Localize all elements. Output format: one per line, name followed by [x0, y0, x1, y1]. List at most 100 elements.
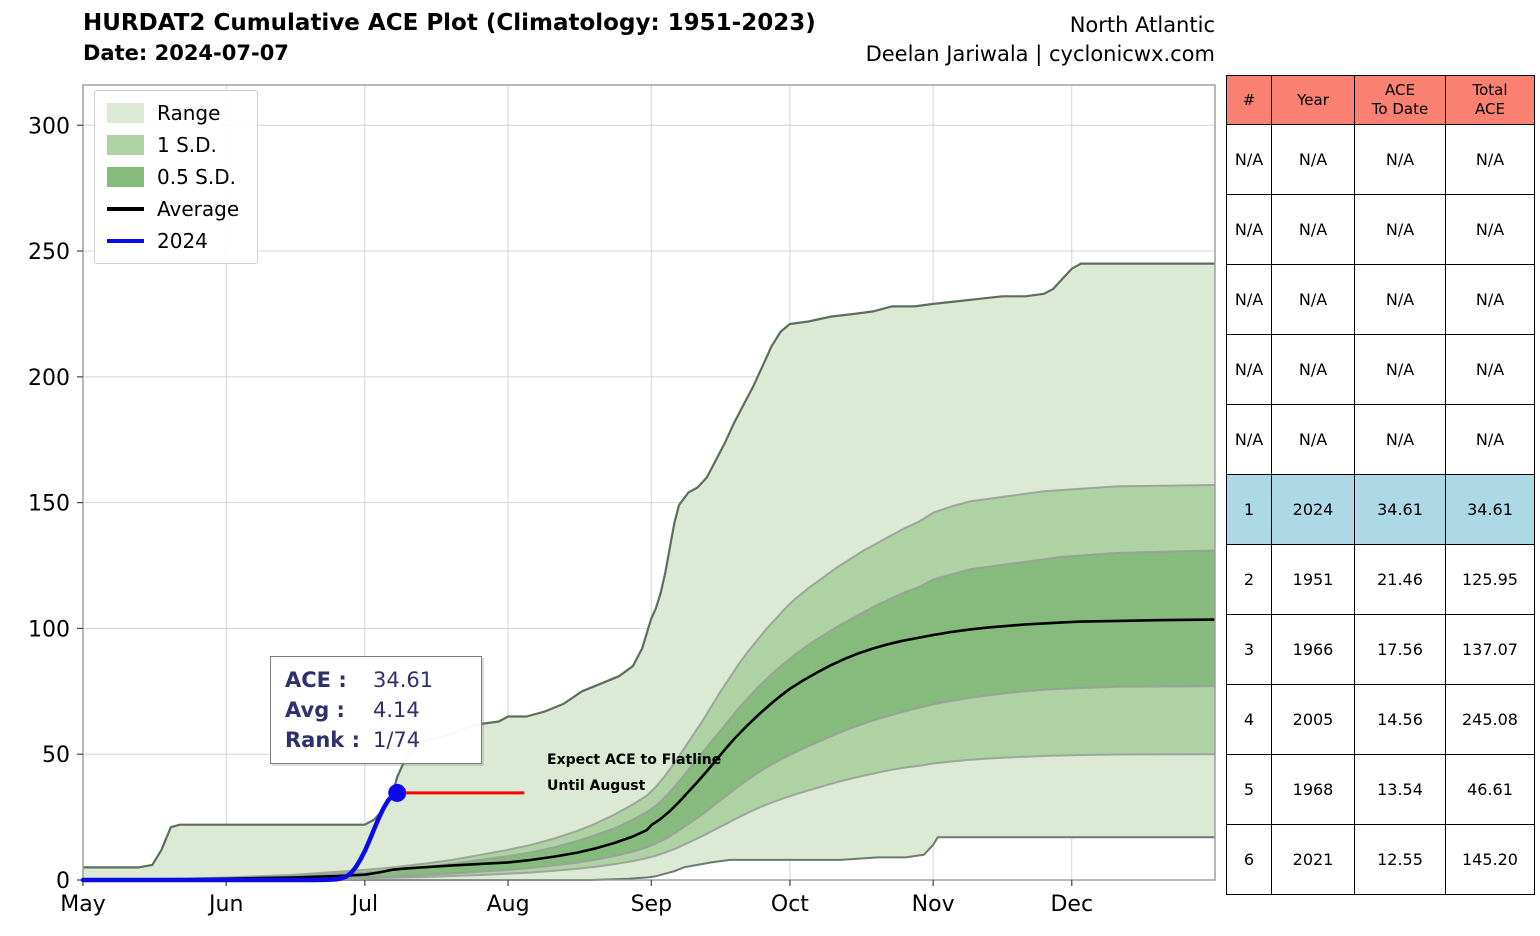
table-header-row: # Year ACE To Date Total ACE: [1226, 75, 1535, 125]
legend-item-2024: 2024: [107, 229, 239, 253]
table-cell: 1951: [1271, 544, 1355, 615]
sd05-band: [83, 550, 1215, 880]
sd1-lower-line: [82, 753, 1216, 881]
table-cell: 6: [1226, 824, 1272, 895]
legend-label: 1 S.D.: [157, 133, 217, 157]
season-2024-line: [80, 790, 400, 883]
table-cell: N/A: [1271, 194, 1355, 265]
table-cell: 17.56: [1354, 614, 1446, 685]
table-row: N/A N/A N/A N/A: [1226, 334, 1535, 405]
table-row: N/A N/A N/A N/A: [1226, 404, 1535, 475]
legend-patch-swatch: [107, 167, 144, 187]
table-cell: N/A: [1445, 334, 1535, 405]
table-header-cell: #: [1226, 75, 1272, 125]
x-tick-label: May: [60, 892, 105, 917]
x-tick-label: Oct: [771, 892, 809, 917]
stats-label: Avg :: [285, 698, 345, 722]
flatline-note: Expect ACE to Flatline Until August: [547, 747, 721, 799]
range-min-line: [83, 836, 1215, 881]
y-tick-label: 50: [42, 743, 70, 768]
table-cell: 21.46: [1354, 544, 1446, 615]
average-line: [82, 618, 1216, 882]
legend-item-1-s-d-: 1 S.D.: [107, 133, 239, 157]
table-cell: 5: [1226, 754, 1272, 825]
table-cell: 145.20: [1445, 824, 1535, 895]
table-cell: 46.61: [1445, 754, 1535, 825]
table-row: 2 1951 21.46 125.95: [1226, 544, 1535, 615]
legend-label: 2024: [157, 229, 208, 253]
x-tick-label: Nov: [912, 892, 955, 917]
table-row: 5 1968 13.54 46.61: [1226, 754, 1535, 825]
legend-item-0-5-s-d-: 0.5 S.D.: [107, 165, 239, 189]
legend-item-average: Average: [107, 197, 239, 221]
table-cell: N/A: [1445, 264, 1535, 335]
stats-label: Rank :: [285, 728, 360, 752]
legend-label: 0.5 S.D.: [157, 165, 236, 189]
flatline-note-line1: Expect ACE to Flatline: [547, 752, 722, 768]
season-2024-marker: [388, 783, 407, 802]
table-row: 4 2005 14.56 245.08: [1226, 684, 1535, 755]
y-tick-label: 100: [28, 617, 70, 642]
legend-patch-swatch: [107, 135, 144, 155]
table-cell: N/A: [1271, 404, 1355, 475]
table-cell: N/A: [1354, 124, 1446, 195]
table-cell: N/A: [1226, 194, 1272, 265]
table-cell: 12.55: [1354, 824, 1446, 895]
table-cell: 14.56: [1354, 684, 1446, 755]
stats-row: Avg : 4.14: [285, 698, 467, 722]
y-tick-label: 200: [28, 366, 70, 391]
chart-title: HURDAT2 Cumulative ACE Plot (Climatology…: [83, 10, 816, 36]
x-tick-label: Aug: [487, 892, 530, 917]
date-label: Date: 2024-07-07: [83, 41, 289, 65]
legend-line-swatch: [107, 207, 144, 211]
table-row: N/A N/A N/A N/A: [1226, 194, 1535, 265]
legend-item-range: Range: [107, 101, 239, 125]
table-cell: N/A: [1445, 194, 1535, 265]
rank-table-body: N/A N/A N/A N/A N/A N/A N/A N/A N/A N/A N/A N/A N/A N…: [1226, 124, 1535, 895]
table-cell: 1: [1226, 474, 1272, 545]
table-cell: 125.95: [1445, 544, 1535, 615]
table-row: N/A N/A N/A N/A: [1226, 264, 1535, 335]
table-cell: 1968: [1271, 754, 1355, 825]
stats-label: ACE :: [285, 668, 347, 692]
y-tick-label: 0: [56, 869, 70, 894]
table-cell: N/A: [1271, 334, 1355, 405]
table-cell: 4: [1226, 684, 1272, 755]
x-tick-label: Jun: [207, 892, 243, 917]
sd1-upper-line: [82, 484, 1216, 881]
plot-frame: [82, 84, 1216, 881]
table-cell: 34.61: [1354, 474, 1446, 545]
table-row: 3 1966 17.56 137.07: [1226, 614, 1535, 685]
table-cell: N/A: [1354, 264, 1446, 335]
table-header-cell: Total ACE: [1445, 75, 1535, 125]
stats-annotation-box: ACE : 34.61 Avg : 4.14 Rank : 1/74: [270, 656, 482, 764]
stats-value: 34.61: [373, 668, 434, 692]
x-tick-label: Sep: [631, 892, 672, 917]
stats-value: 1/74: [373, 728, 421, 752]
table-header-cell: ACE To Date: [1354, 75, 1446, 125]
table-cell: 2024: [1271, 474, 1355, 545]
sd05-upper-line: [82, 549, 1216, 881]
table-cell: 2021: [1271, 824, 1355, 895]
flatline-note-line2: Until August: [547, 778, 646, 794]
y-tick-label: 250: [28, 240, 70, 265]
table-cell: N/A: [1226, 264, 1272, 335]
table-cell: 34.61: [1445, 474, 1535, 545]
legend-label: Average: [157, 197, 240, 221]
table-row: 1 2024 34.61 34.61: [1226, 474, 1535, 545]
table-row: 6 2021 12.55 145.20: [1226, 824, 1535, 895]
x-tick-label: Jul: [350, 892, 379, 917]
table-cell: 2: [1226, 544, 1272, 615]
table-cell: N/A: [1354, 194, 1446, 265]
table-cell: N/A: [1271, 124, 1355, 195]
x-tick-label: Dec: [1050, 892, 1093, 917]
table-cell: 2005: [1271, 684, 1355, 755]
table-cell: 137.07: [1445, 614, 1535, 685]
y-tick-label: 150: [28, 492, 70, 517]
table-cell: N/A: [1354, 404, 1446, 475]
sd05-lower-line: [82, 685, 1216, 881]
chart-legend: Range 1 S.D. 0.5 S.D. Average 2024: [94, 90, 259, 264]
stats-row: Rank : 1/74: [285, 728, 467, 752]
